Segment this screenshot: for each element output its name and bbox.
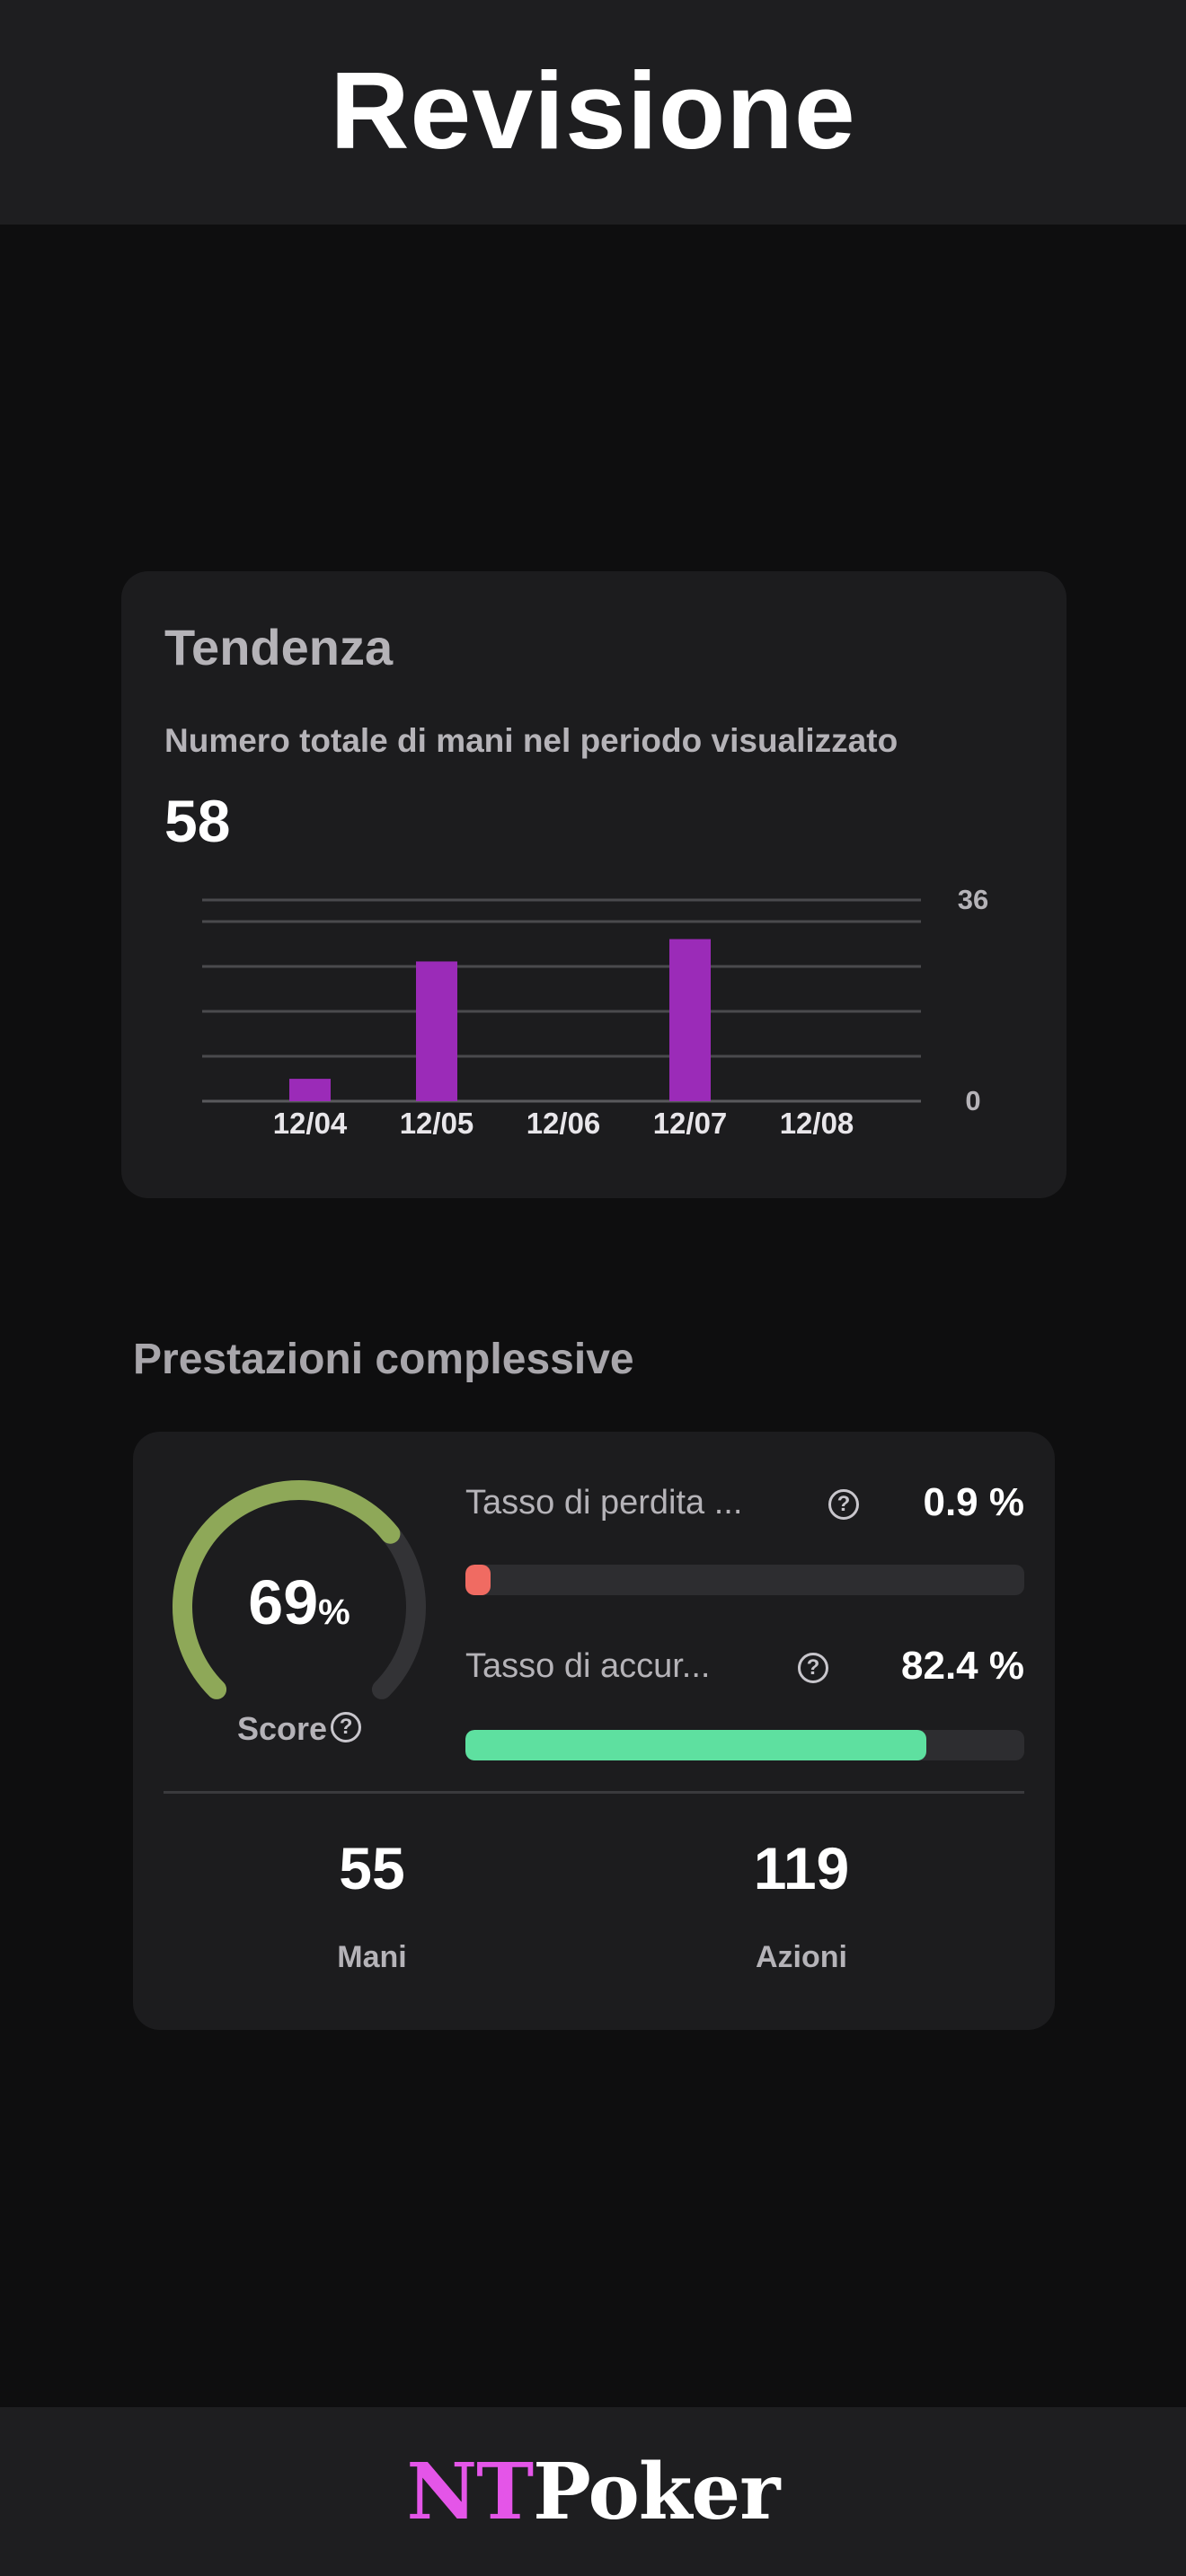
actions-label: Azioni xyxy=(756,1940,847,1974)
x-tick-label: 12/04 xyxy=(273,1107,348,1140)
loss-rate-value: 0.9 % xyxy=(923,1480,1024,1524)
chart-bar-12-04 xyxy=(289,1079,331,1101)
score-number: 69 xyxy=(248,1567,319,1637)
accuracy-rate-bar xyxy=(465,1730,1024,1760)
loss-rate-bar xyxy=(465,1565,1024,1595)
question-circle-icon[interactable]: ? xyxy=(331,1712,362,1743)
x-tick-label: 12/07 xyxy=(653,1107,728,1140)
x-tick-label: 12/08 xyxy=(780,1107,854,1140)
accuracy-rate-label: Tasso di accur... xyxy=(465,1647,711,1685)
loss-rate-bar-fill xyxy=(465,1565,491,1595)
gauge-fill xyxy=(173,1480,401,1699)
question-circle-icon[interactable]: ? xyxy=(798,1653,828,1683)
score-gauge xyxy=(173,1480,426,1699)
hands-label: Mani xyxy=(337,1940,407,1974)
trend-bar-chart: 12/04 12/05 12/06 12/07 12/08 36 0 xyxy=(202,884,988,1140)
actions-count: 119 xyxy=(753,1835,850,1901)
accuracy-rate-bar-fill xyxy=(465,1730,926,1760)
score-label-row: Score? xyxy=(169,1710,429,1748)
hands-count: 55 xyxy=(339,1835,405,1901)
question-circle-icon[interactable]: ? xyxy=(828,1489,859,1520)
loss-rate-label: Tasso di perdita ... xyxy=(465,1484,743,1522)
x-tick-label: 12/05 xyxy=(400,1107,474,1140)
score-unit: % xyxy=(318,1592,350,1632)
score-label: Score xyxy=(236,1710,328,1747)
y-tick-label-min: 0 xyxy=(965,1085,980,1116)
trend-subtitle: Numero totale di mani nel periodo visual… xyxy=(164,722,898,759)
logo-poker: Poker xyxy=(533,2446,780,2537)
divider xyxy=(164,1791,1024,1794)
chart-bar-12-05 xyxy=(416,961,457,1101)
trend-total: 58 xyxy=(164,788,231,854)
trend-card: Tendenza Numero totale di mani nel perio… xyxy=(121,571,1067,1198)
performance-title: Prestazioni complessive xyxy=(133,1336,634,1383)
app-footer: NTPoker xyxy=(0,2407,1186,2576)
x-tick-label: 12/06 xyxy=(527,1107,601,1140)
chart-bar-12-07 xyxy=(669,939,711,1101)
y-tick-label-max: 36 xyxy=(958,884,988,915)
logo-nt: NT xyxy=(406,2446,535,2537)
app-header: Revisione xyxy=(0,0,1186,225)
trend-title: Tendenza xyxy=(164,619,394,675)
page-title: Revisione xyxy=(330,49,856,172)
performance-card: 69% Score? Tasso di perdita ... ? 0.9 % … xyxy=(133,1432,1055,2030)
ntpoker-logo: NTPoker xyxy=(406,2446,781,2537)
score-value: 69% xyxy=(169,1566,429,1638)
accuracy-rate-value: 82.4 % xyxy=(901,1644,1024,1688)
